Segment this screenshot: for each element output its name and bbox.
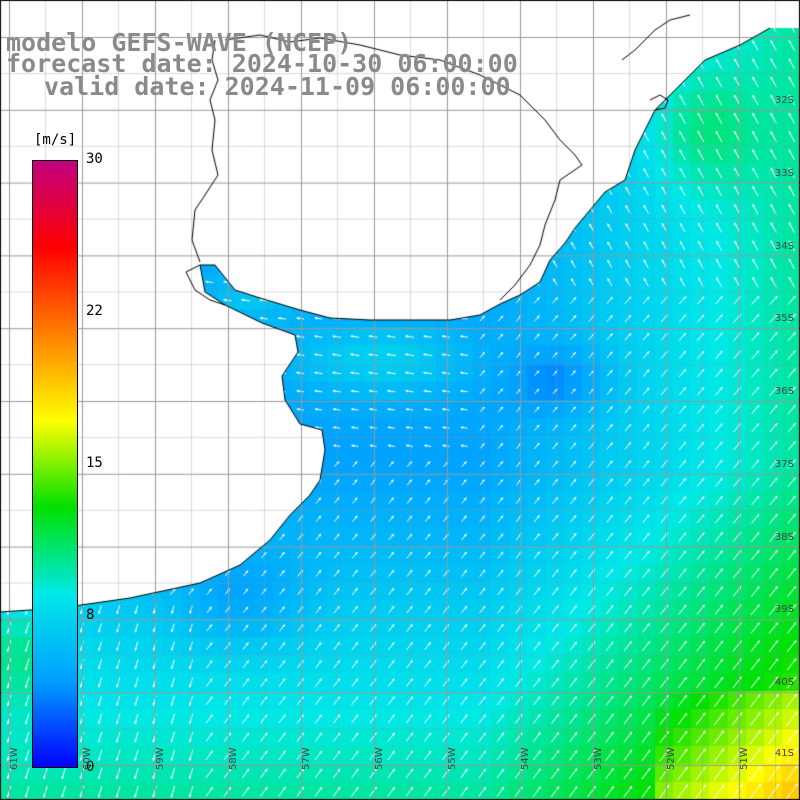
- title-valid-date: valid date: 2024-11-09 06:00:00: [44, 72, 511, 101]
- colorbar-tick: 0: [86, 759, 95, 775]
- lon-label: 55W: [447, 747, 458, 770]
- colorbar-tick: 8: [86, 607, 95, 623]
- lat-label: 32S: [774, 95, 794, 106]
- colorbar-tick: 15: [86, 455, 103, 471]
- title-model: modelo GEFS-WAVE (NCEP): [6, 28, 353, 57]
- lon-label: 58W: [228, 747, 239, 770]
- colorbar: [32, 160, 78, 768]
- lon-label: 53W: [593, 747, 604, 770]
- lat-label: 41S: [774, 748, 794, 759]
- lat-label: 34S: [774, 241, 794, 252]
- lon-label: 57W: [301, 747, 312, 770]
- lon-label: 52W: [666, 747, 677, 770]
- lat-label: 38S: [774, 532, 794, 543]
- colorbar-tick: 30: [86, 151, 103, 167]
- lat-label: 36S: [774, 386, 794, 397]
- lat-label: 33S: [774, 168, 794, 179]
- title-forecast-date: forecast date: 2024-10-30 06:00:00: [6, 49, 518, 78]
- lat-label: 37S: [774, 459, 794, 470]
- lat-label: 35S: [774, 313, 794, 324]
- colorbar-tick: 22: [86, 303, 103, 319]
- lon-label: 51W: [739, 747, 750, 770]
- lon-label: 59W: [155, 747, 166, 770]
- lat-label: 40S: [774, 677, 794, 688]
- lon-label: 56W: [374, 747, 385, 770]
- lon-label: 61W: [9, 747, 20, 770]
- lat-label: 39S: [774, 604, 794, 615]
- lon-label: 60W: [82, 747, 93, 770]
- lon-label: 54W: [520, 747, 531, 770]
- colorbar-unit-label: [m/s]: [34, 132, 77, 148]
